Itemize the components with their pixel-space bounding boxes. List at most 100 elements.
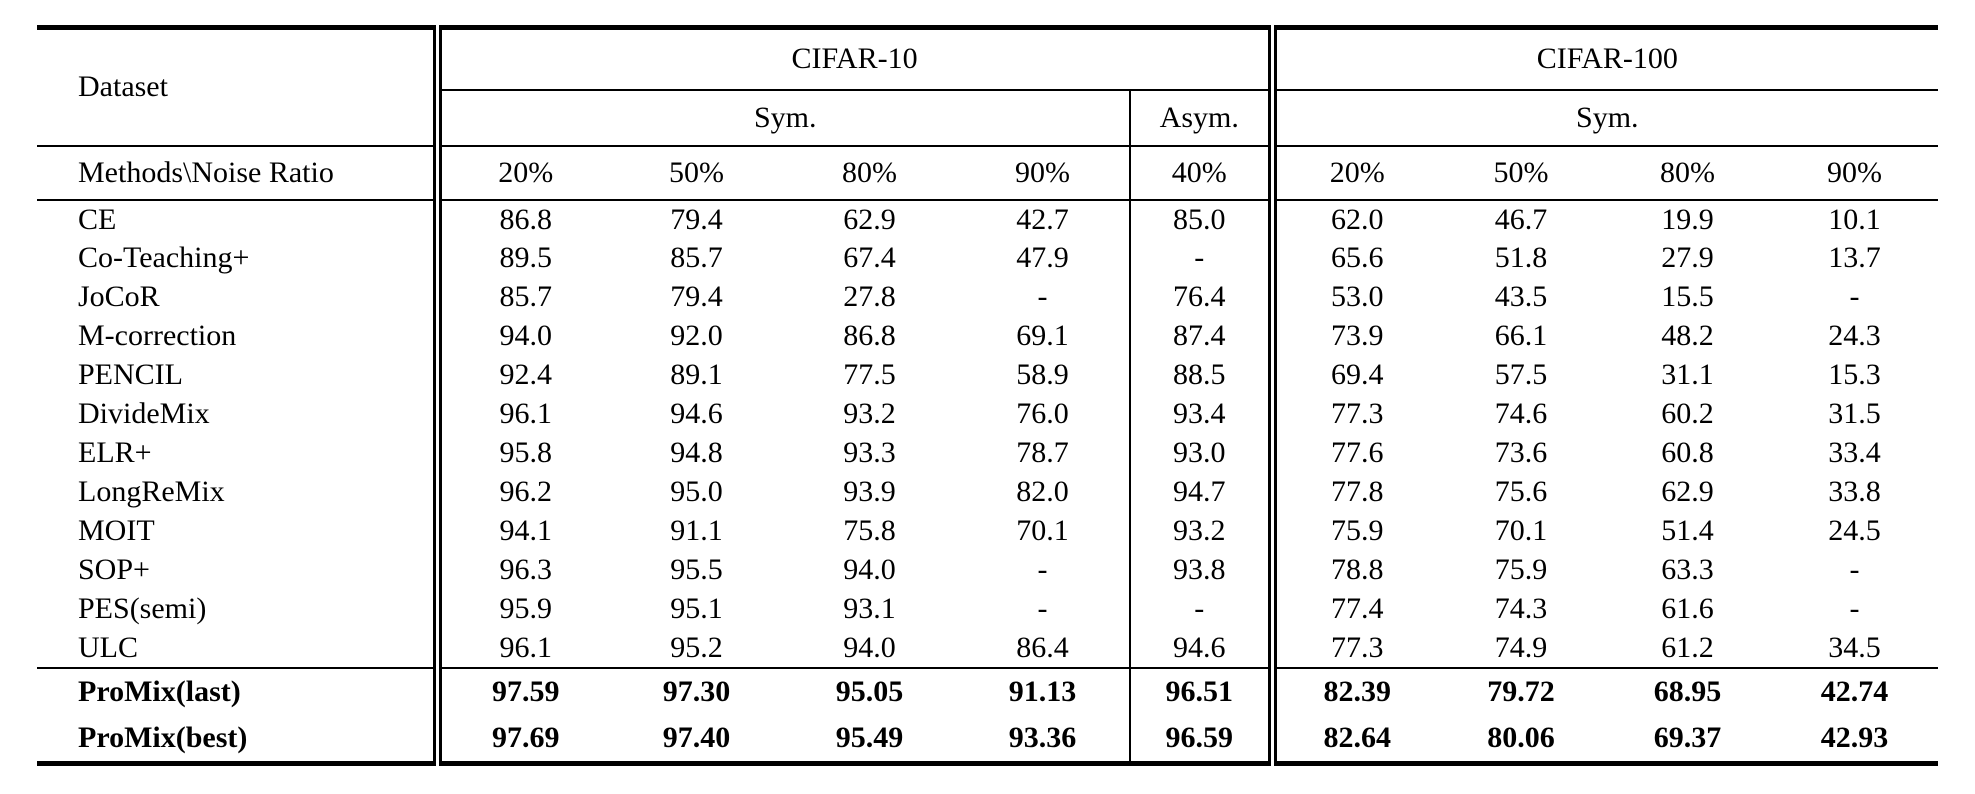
result-cell: 47.9 [1016, 241, 1069, 274]
result-cell: 42.93 [1771, 715, 1939, 766]
table-row: ProMix(best) 97.69 97.40 95.49 93.36 96.… [37, 715, 1939, 766]
result-cell: 95.9 [432, 589, 610, 629]
result-cell: 74.3 [1494, 592, 1548, 625]
result-cell: 42.7 [1016, 202, 1069, 236]
header-row-datasets: Dataset CIFAR-10 CIFAR-100 [37, 25, 1939, 147]
table-row: Co-Teaching+ 89.5 85.7 67.4 47.9 - 65.6 … [37, 238, 1938, 278]
result-cell: 70.1 [1016, 514, 1069, 547]
result-cell: 95.0 [670, 475, 723, 508]
method-name: M-correction [78, 319, 237, 352]
result-cell: 60.8 [1661, 436, 1714, 469]
result-cell: 73.9 [1267, 316, 1439, 356]
result-cell: 96.59 [1128, 715, 1273, 766]
result-cell: 93.2 [843, 397, 896, 430]
result-cell: 97.30 [662, 675, 731, 708]
dataset-header-label: Dataset [37, 25, 437, 147]
result-cell: 79.4 [670, 202, 723, 236]
result-cell: 79.4 [670, 280, 723, 313]
table-row: JoCoR 85.7 79.4 27.8 - 76.4 53.0 43.5 15… [37, 277, 1938, 317]
result-cell: - [1128, 238, 1273, 278]
method-name: LongReMix [78, 475, 225, 508]
result-cell: 96.3 [432, 550, 610, 590]
result-cell: 77.6 [1267, 433, 1439, 473]
result-cell: 94.8 [670, 436, 723, 469]
result-cell: 97.40 [610, 715, 783, 766]
result-cell: 93.8 [1128, 550, 1273, 590]
result-cell: 68.95 [1653, 675, 1722, 708]
result-cell: 94.0 [432, 316, 610, 356]
result-cell: 61.6 [1661, 592, 1714, 625]
result-cell: 91.13 [1008, 675, 1077, 708]
result-cell: 96.1 [432, 628, 610, 669]
header-row-noise-types: Sym. Asym. Sym. [37, 89, 1939, 147]
result-cell: 48.2 [1661, 319, 1714, 352]
method-name: ProMix(best) [37, 715, 437, 766]
result-cell: 85.0 [1128, 199, 1273, 239]
result-cell: 27.8 [843, 280, 896, 313]
table-row: SOP+ 96.3 95.5 94.0 - 93.8 78.8 75.9 63.… [37, 550, 1938, 590]
ratio-header: 80% [1604, 145, 1772, 201]
result-cell: 95.2 [610, 628, 783, 669]
result-cell: 67.4 [843, 241, 896, 274]
result-cell: 95.49 [783, 715, 956, 766]
result-cell: 33.4 [1828, 436, 1881, 469]
result-cell: 74.9 [1438, 628, 1605, 669]
result-cell: 62.9 [843, 202, 896, 236]
table-row: ELR+ 95.8 94.8 93.3 78.7 93.0 77.6 73.6 … [37, 433, 1938, 473]
result-cell: 53.0 [1267, 277, 1439, 317]
result-cell: 75.6 [1494, 475, 1548, 508]
result-cell: 24.3 [1828, 319, 1881, 352]
result-cell: 75.8 [843, 514, 896, 547]
result-cell: 95.5 [670, 553, 723, 586]
result-cell: 86.4 [956, 628, 1130, 669]
result-cell: 97.69 [432, 715, 610, 766]
result-cell: 62.9 [1661, 475, 1714, 508]
result-cell: 82.0 [1016, 475, 1069, 508]
table-row: LongReMix 96.2 95.0 93.9 82.0 94.7 77.8 … [37, 472, 1938, 512]
cifar10-sym-header: Sym. [432, 89, 1130, 147]
result-cell: 82.64 [1267, 715, 1439, 766]
result-cell: 79.72 [1487, 675, 1555, 708]
result-cell: 87.4 [1128, 316, 1273, 356]
result-cell: 58.9 [1016, 358, 1069, 391]
result-cell: 94.6 [1128, 628, 1273, 669]
result-cell: 77.8 [1267, 472, 1439, 512]
result-cell: 93.4 [1128, 394, 1273, 434]
result-cell: 65.6 [1267, 238, 1439, 278]
result-cell: 94.7 [1128, 472, 1273, 512]
method-name: SOP+ [78, 553, 150, 586]
result-cell: 76.4 [1128, 277, 1273, 317]
result-cell: 93.0 [1128, 433, 1273, 473]
table-row: CE 86.8 79.4 62.9 42.7 85.0 62.0 46.7 19… [37, 199, 1938, 239]
result-cell: 95.8 [432, 433, 610, 473]
result-cell: 31.5 [1828, 397, 1881, 430]
result-cell: 10.1 [1828, 202, 1881, 236]
method-name: Co-Teaching+ [78, 241, 250, 274]
result-cell: 42.74 [1820, 675, 1889, 708]
method-name: DivideMix [78, 397, 210, 430]
table-row: ULC 96.1 95.2 94.0 86.4 94.6 77.3 74.9 6… [37, 628, 1939, 669]
result-cell: 92.4 [432, 355, 610, 395]
result-cell: 74.6 [1494, 397, 1548, 430]
table-row: PENCIL 92.4 89.1 77.5 58.9 88.5 69.4 57.… [37, 355, 1938, 395]
result-cell: 15.3 [1828, 358, 1881, 391]
result-cell: 89.5 [432, 238, 610, 278]
result-cell: 78.7 [1016, 436, 1069, 469]
result-cell: 31.1 [1661, 358, 1714, 391]
ratio-header: 20% [1267, 145, 1439, 201]
header-row-noise-ratios: Methods\Noise Ratio 20% 50% 80% 90% 40% … [37, 145, 1939, 201]
result-cell: 93.1 [843, 592, 896, 625]
result-cell: 73.6 [1494, 436, 1548, 469]
result-cell: 94.1 [432, 511, 610, 551]
result-cell: 51.4 [1661, 514, 1714, 547]
result-cell: 92.0 [670, 319, 723, 352]
result-cell: 85.7 [432, 277, 610, 317]
result-cell: 19.9 [1661, 202, 1714, 236]
result-cell: 97.59 [432, 667, 610, 716]
result-cell: 76.0 [1016, 397, 1069, 430]
result-cell: - [1849, 592, 1860, 625]
result-cell: 77.3 [1267, 628, 1439, 669]
ratio-header: 50% [1438, 145, 1605, 201]
result-cell: 80.06 [1438, 715, 1605, 766]
method-name: JoCoR [78, 280, 160, 313]
